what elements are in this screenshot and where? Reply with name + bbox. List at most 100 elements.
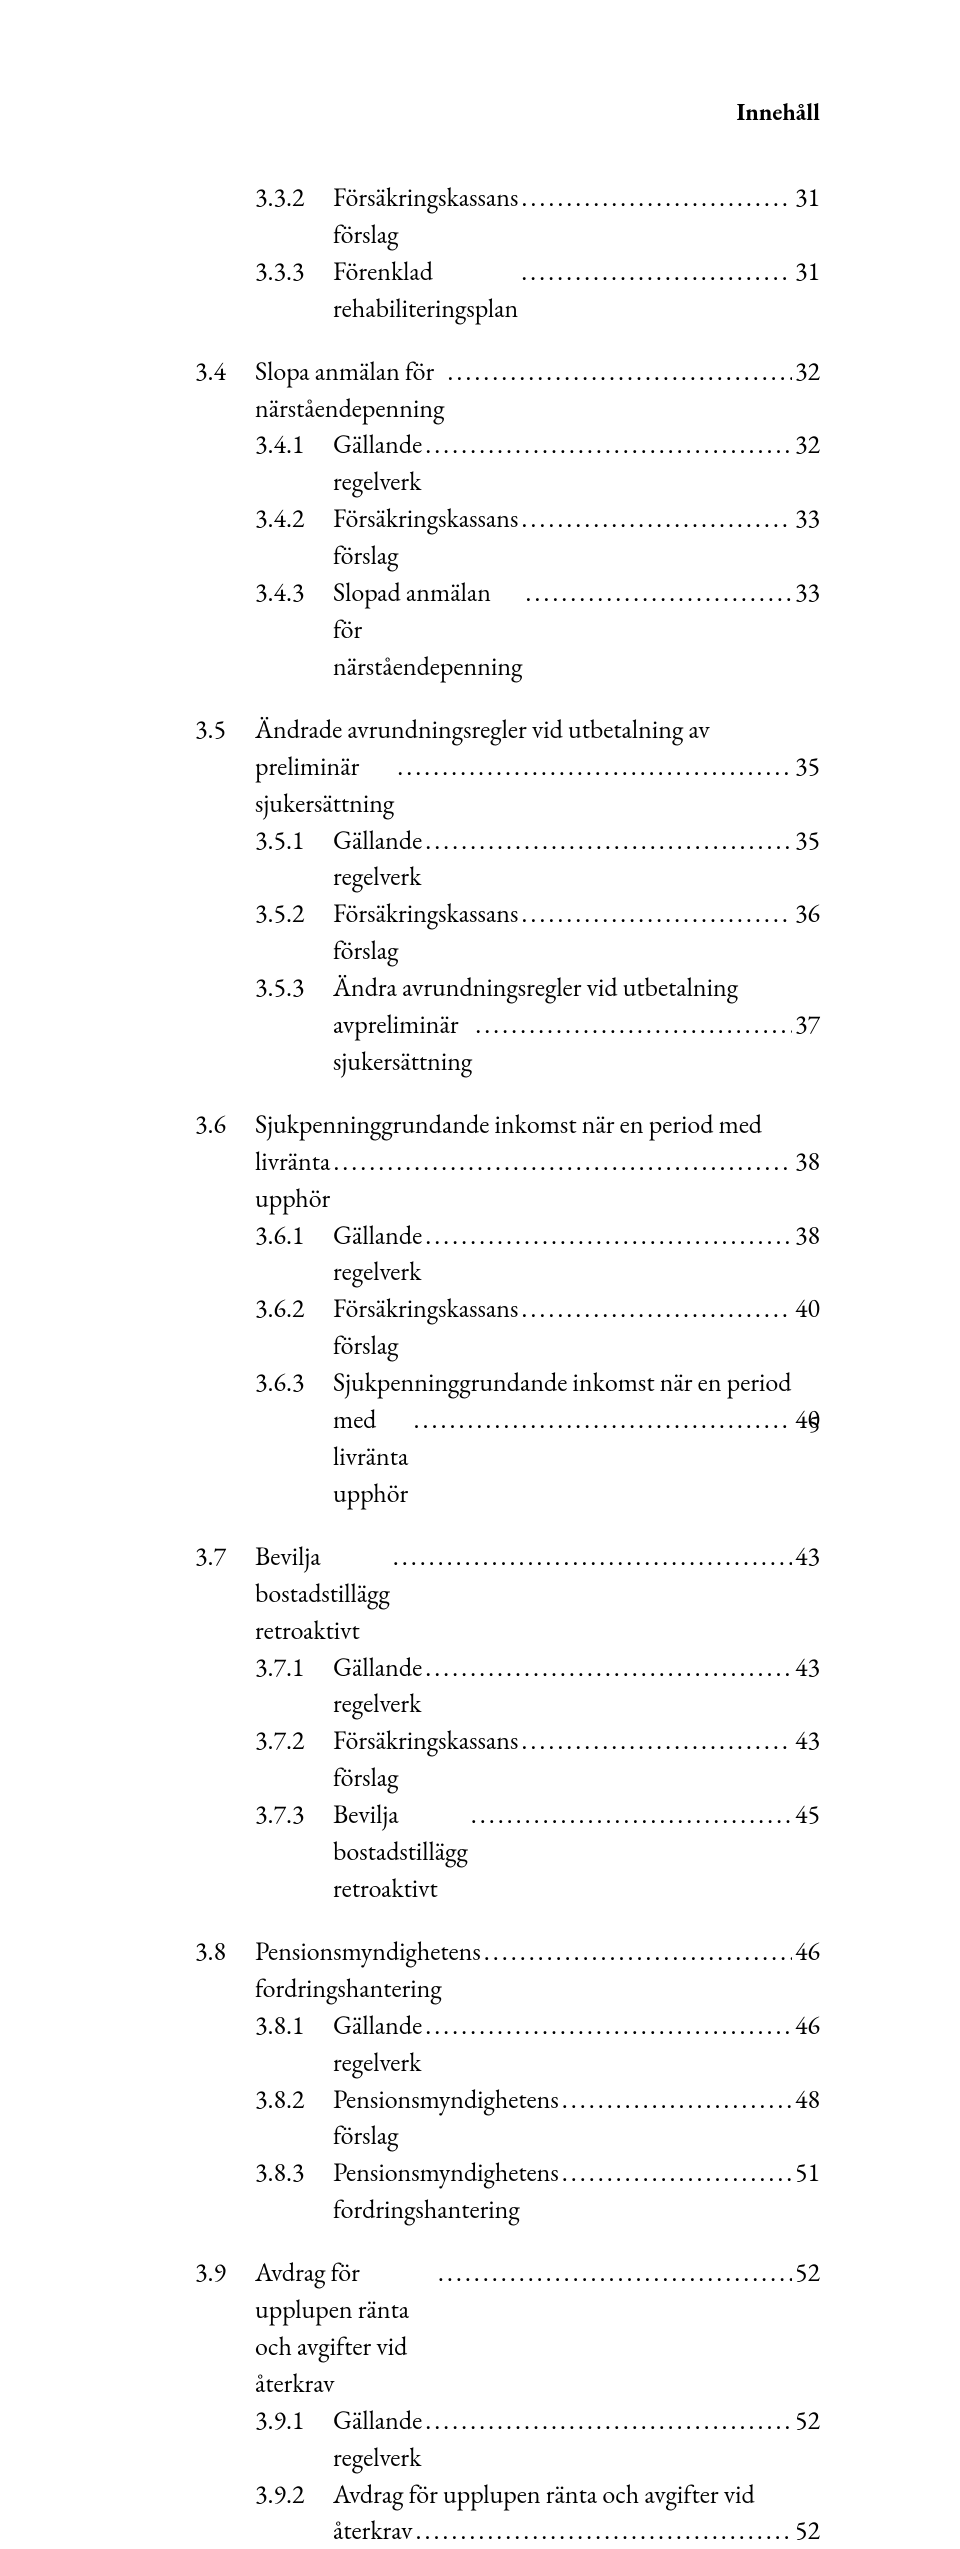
toc-entry-label: återkrav: [333, 2512, 412, 2549]
toc-entry-page: 46: [795, 1933, 820, 1970]
footer-page-number: 5: [808, 1409, 820, 1440]
toc-entry-number: 3.8.2: [255, 2081, 333, 2118]
toc-entry-page: 31: [795, 253, 820, 290]
toc-leader: [425, 2402, 792, 2439]
toc-entry: 3.4.2 Försäkringskassans förslag 33: [195, 500, 820, 574]
toc-entry: 3.7 Bevilja bostadstillägg retroaktivt 4…: [195, 1538, 820, 1649]
toc-entry: 3.6.2 Försäkringskassans förslag 40: [195, 1290, 820, 1364]
toc-entry-number: 3.8.3: [255, 2154, 333, 2191]
toc-entry-number: 3.7.1: [255, 1649, 333, 1686]
toc-leader: [425, 1649, 792, 1686]
toc-entry-label: preliminär sjukersättning: [255, 748, 394, 822]
toc-entry-label: Försäkringskassans förslag: [333, 1290, 518, 1364]
toc-entry: 3.8.2 Pensionsmyndighetens förslag 48: [195, 2081, 820, 2155]
toc-entry-number: 3.5.3: [255, 969, 333, 1006]
toc-group: 3.6 Sjukpenninggrundande inkomst när en …: [195, 1106, 820, 1512]
toc-entry-number: 3.6: [195, 1106, 255, 1143]
toc-entry-label: Gällande regelverk: [333, 2402, 422, 2476]
toc-entry-label: Sjukpenninggrundande inkomst när en peri…: [333, 1364, 791, 1401]
toc-entry-page: 33: [795, 500, 820, 537]
toc-entry-page: 40: [795, 1290, 820, 1327]
toc-leader: [333, 1143, 792, 1180]
toc-leader: [562, 2081, 792, 2118]
toc-leader: [415, 2512, 792, 2549]
toc-entry: 3.9.2 Avdrag för upplupen ränta och avgi…: [195, 2476, 820, 2513]
toc-leader: [525, 574, 792, 611]
toc-entry-page: 43: [795, 1538, 820, 1575]
toc-entry-page: 46: [795, 2007, 820, 2044]
toc-entry: 3.7.2 Försäkringskassans förslag 43: [195, 1722, 820, 1796]
toc-entry-continuation: med livränta upphör 40: [333, 1401, 820, 1512]
toc-entry-page: 43: [795, 1649, 820, 1686]
toc-entry-label: Avdrag för upplupen ränta och avgifter v…: [333, 2476, 755, 2513]
toc-leader: [475, 1006, 792, 1043]
toc-entry-number: 3.7.3: [255, 1796, 333, 1833]
toc-entry-number: 3.3.3: [255, 253, 333, 290]
toc-leader: [425, 1217, 792, 1254]
toc-entry: 3.6 Sjukpenninggrundande inkomst när en …: [195, 1106, 820, 1143]
toc-entry-label: Gällande regelverk: [333, 2007, 422, 2081]
toc-entry: 3.8.3 Pensionsmyndighetens fordringshant…: [195, 2154, 820, 2228]
toc-leader: [397, 748, 792, 785]
toc-entry-label: Slopa anmälan för närståendepenning: [255, 353, 444, 427]
toc-entry-page: 35: [795, 822, 820, 859]
toc-leader: [521, 1290, 792, 1327]
toc-entry-page: 52: [795, 2254, 820, 2291]
toc-entry-label: Pensionsmyndighetens förslag: [333, 2081, 559, 2155]
toc-entry-number: 3.4.3: [255, 574, 333, 611]
toc-leader: [471, 1796, 792, 1833]
toc-entry-label: avpreliminär sjukersättning: [333, 1006, 472, 1080]
toc-entry-number: 3.9.2: [255, 2476, 333, 2513]
toc-entry-number: 3.4.2: [255, 500, 333, 537]
toc-entry-continuation: avpreliminär sjukersättning 37: [333, 1006, 820, 1080]
toc-leader: [447, 353, 792, 390]
toc-entry: 3.3.2 Försäkringskassans förslag 31: [195, 179, 820, 253]
toc-entry-number: 3.4.1: [255, 426, 333, 463]
toc-entry-number: 3.6.1: [255, 1217, 333, 1254]
toc-entry-page: 36: [795, 895, 820, 932]
toc-entry-page: 38: [795, 1217, 820, 1254]
toc-entry-page: 37: [795, 1006, 820, 1043]
toc-entry-number: 3.4: [195, 353, 255, 390]
toc-entry-number: 3.8: [195, 1933, 255, 1970]
toc-entry-page: 52: [795, 2512, 820, 2549]
toc-entry-label: Pensionsmyndighetens fordringshantering: [255, 1933, 481, 2007]
toc-entry: 3.8.1 Gällande regelverk 46: [195, 2007, 820, 2081]
toc-leader: [438, 2254, 792, 2291]
toc-leader: [425, 426, 792, 463]
toc-entry-page: 33: [795, 574, 820, 611]
toc-entry-label: Slopad anmälan för närståendepenning: [333, 574, 522, 685]
toc-entry: 3.4 Slopa anmälan för närståendepenning …: [195, 353, 820, 427]
toc-entry: 3.3.3 Förenklad rehabiliteringsplan 31: [195, 253, 820, 327]
toc-entry-label: Ändra avrundningsregler vid utbetalning: [333, 969, 738, 1006]
toc-group: 3.8 Pensionsmyndighetens fordringshanter…: [195, 1933, 820, 2228]
toc-entry-label: Bevilja bostadstillägg retroaktivt: [255, 1538, 390, 1649]
toc-entry-number: 3.6.2: [255, 1290, 333, 1327]
toc-entry-number: 3.5.1: [255, 822, 333, 859]
toc-entry: 3.6.1 Gällande regelverk 38: [195, 1217, 820, 1291]
toc-entry-label: Gällande regelverk: [333, 426, 422, 500]
toc-entry-continuation: återkrav 52: [333, 2512, 820, 2549]
toc-entry: 3.6.3 Sjukpenninggrundande inkomst när e…: [195, 1364, 820, 1401]
toc-entry: 3.5.2 Försäkringskassans förslag 36: [195, 895, 820, 969]
page: Innehåll 3.3.2 Försäkringskassans försla…: [0, 0, 960, 1525]
toc-entry-number: 3.9.1: [255, 2402, 333, 2439]
toc-entry-label: Förenklad rehabiliteringsplan: [333, 253, 518, 327]
toc-entry-label: Ändrade avrundningsregler vid utbetalnin…: [255, 711, 710, 748]
toc-entry: 3.5 Ändrade avrundningsregler vid utbeta…: [195, 711, 820, 748]
running-head: Innehåll: [736, 97, 820, 128]
toc-entry: 3.8 Pensionsmyndighetens fordringshanter…: [195, 1933, 820, 2007]
toc-entry-label: Försäkringskassans förslag: [333, 500, 518, 574]
toc-entry-label: Försäkringskassans förslag: [333, 895, 518, 969]
toc-leader: [562, 2154, 792, 2191]
toc-entry-number: 3.6.3: [255, 1364, 333, 1401]
toc-entry-page: 38: [795, 1143, 820, 1180]
toc-entry-continuation: livränta upphör 38: [255, 1143, 820, 1217]
toc-leader: [414, 1401, 792, 1438]
toc-entry-label: Försäkringskassans förslag: [333, 1722, 518, 1796]
table-of-contents: 3.3.2 Försäkringskassans förslag 31 3.3.…: [195, 179, 820, 2549]
toc-entry: 3.5.1 Gällande regelverk 35: [195, 822, 820, 896]
toc-entry-label: Sjukpenninggrundande inkomst när en peri…: [255, 1106, 762, 1143]
toc-group: 3.9 Avdrag för upplupen ränta och avgift…: [195, 2254, 820, 2549]
toc-entry-label: med livränta upphör: [333, 1401, 411, 1512]
